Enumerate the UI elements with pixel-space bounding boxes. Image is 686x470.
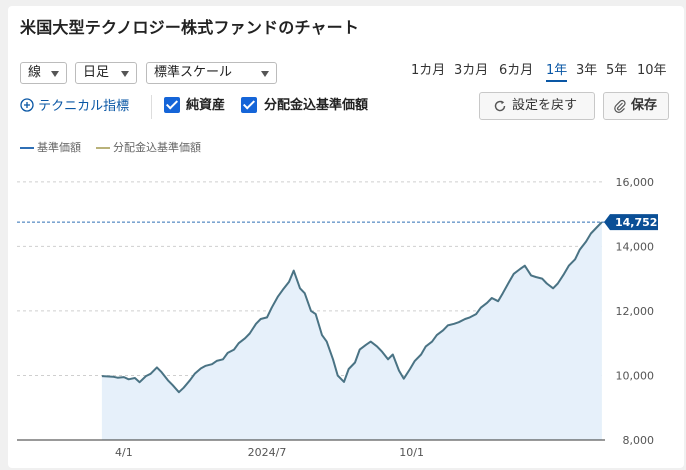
- reset-settings-label: 設定を戻す: [512, 98, 578, 113]
- chart-card: 米国大型テクノロジー株式ファンドのチャート 線 日足 標準スケール 1カ月 3カ…: [8, 6, 684, 468]
- technical-indicator-toggle[interactable]: テクニカル指標: [20, 96, 129, 117]
- chevron-down-icon: [121, 71, 129, 77]
- x-axis: 4/1 2024/7 10/1: [115, 446, 424, 459]
- nav-line: [101, 221, 603, 394]
- net-assets-checkbox[interactable]: [164, 97, 180, 113]
- y-tick-label: 14,000: [616, 240, 655, 253]
- scale-value: 標準スケール: [154, 65, 233, 80]
- y-axis: 8,000 10,000 12,000 14,000 16,000: [616, 176, 655, 447]
- x-tick-label: 10/1: [399, 446, 424, 459]
- period-type-value: 日足: [83, 65, 110, 80]
- y-tick-label: 12,000: [616, 305, 655, 318]
- range-1m[interactable]: 1カ月: [411, 63, 446, 78]
- range-3y[interactable]: 3年: [576, 63, 598, 78]
- chart-type-dropdown[interactable]: 線: [20, 62, 67, 84]
- legend-dist: 分配金込基準価額: [113, 141, 201, 154]
- technical-indicator-label: テクニカル指標: [38, 99, 130, 114]
- y-tick-label: 8,000: [623, 434, 655, 447]
- price-chart: 14,752 8,000 10,000 12,000 14,000 16,000 4/1…: [17, 176, 658, 459]
- x-tick-label: 2024/7: [248, 446, 287, 459]
- x-tick-label: 4/1: [115, 446, 133, 459]
- paperclip-icon: [614, 99, 626, 113]
- last-value-label: 14,752: [615, 216, 657, 229]
- legend-nav: 基準価額: [37, 141, 81, 154]
- plus-circle-icon: [20, 98, 34, 112]
- range-1y[interactable]: 1年: [546, 62, 568, 82]
- range-6m[interactable]: 6カ月: [499, 63, 534, 78]
- save-button[interactable]: 保存: [603, 92, 669, 120]
- divider: [151, 95, 152, 119]
- legend-swatch-dist: [96, 147, 110, 149]
- reset-settings-button[interactable]: 設定を戻す: [479, 92, 595, 120]
- range-10y[interactable]: 10年: [637, 63, 667, 78]
- y-tick-label: 10,000: [616, 369, 655, 382]
- last-value-badge: 14,752: [604, 214, 658, 231]
- chevron-down-icon: [261, 71, 269, 77]
- distribution-nav-label: 分配金込基準価額: [264, 98, 369, 113]
- refresh-icon: [494, 100, 506, 112]
- period-type-dropdown[interactable]: 日足: [75, 62, 137, 84]
- scale-dropdown[interactable]: 標準スケール: [146, 62, 277, 84]
- chevron-down-icon: [51, 71, 59, 77]
- y-tick-label: 16,000: [616, 176, 655, 189]
- legend-swatch-nav: [20, 147, 34, 149]
- page-title: 米国大型テクノロジー株式ファンドのチャート: [20, 18, 360, 37]
- distribution-nav-checkbox[interactable]: [241, 97, 257, 113]
- chart-type-value: 線: [28, 65, 42, 80]
- range-5y[interactable]: 5年: [606, 63, 628, 78]
- save-label: 保存: [631, 98, 658, 113]
- nav-area-fill: [101, 222, 602, 440]
- net-assets-label: 純資産: [186, 98, 226, 113]
- range-3m[interactable]: 3カ月: [454, 63, 489, 78]
